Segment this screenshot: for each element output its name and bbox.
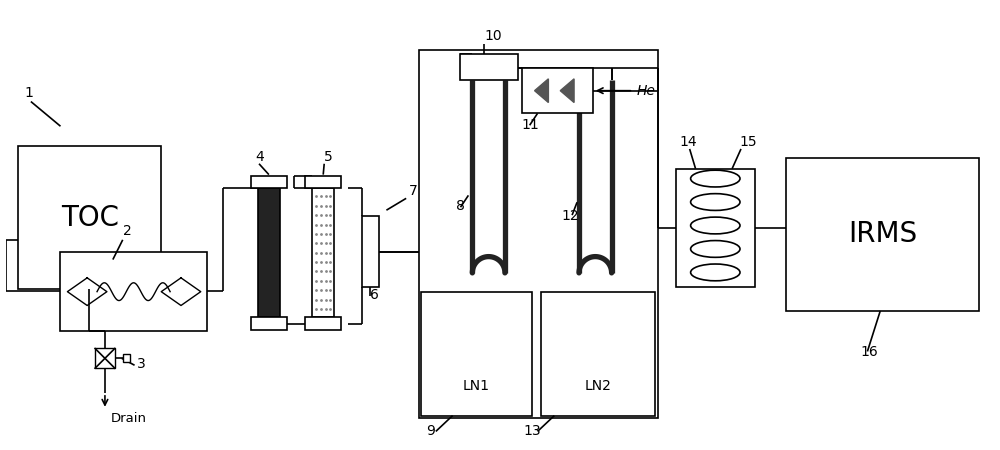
- FancyBboxPatch shape: [95, 348, 115, 368]
- Text: 7: 7: [409, 184, 418, 198]
- Text: IRMS: IRMS: [848, 220, 917, 248]
- Text: 10: 10: [484, 29, 502, 43]
- Ellipse shape: [691, 241, 740, 257]
- Text: 14: 14: [680, 135, 697, 149]
- Text: LN1: LN1: [463, 379, 490, 393]
- FancyBboxPatch shape: [419, 50, 658, 418]
- Ellipse shape: [691, 170, 740, 187]
- FancyBboxPatch shape: [251, 176, 287, 189]
- Text: 9: 9: [426, 424, 435, 438]
- FancyBboxPatch shape: [258, 189, 280, 317]
- Text: 13: 13: [524, 424, 541, 438]
- FancyBboxPatch shape: [786, 158, 979, 311]
- Text: 3: 3: [137, 357, 145, 371]
- Text: 4: 4: [255, 150, 264, 164]
- Text: 6: 6: [370, 288, 379, 302]
- Text: 12: 12: [561, 209, 579, 223]
- Text: 2: 2: [123, 224, 131, 238]
- FancyBboxPatch shape: [305, 176, 341, 189]
- FancyBboxPatch shape: [60, 252, 207, 331]
- FancyBboxPatch shape: [541, 292, 655, 416]
- Text: 16: 16: [860, 345, 878, 360]
- Ellipse shape: [691, 264, 740, 281]
- FancyBboxPatch shape: [522, 68, 593, 113]
- FancyBboxPatch shape: [312, 189, 334, 317]
- Text: 11: 11: [522, 118, 539, 132]
- Polygon shape: [560, 79, 574, 103]
- Ellipse shape: [691, 194, 740, 211]
- FancyBboxPatch shape: [251, 317, 287, 330]
- Text: 1: 1: [24, 86, 33, 99]
- Text: Drain: Drain: [111, 412, 147, 425]
- Text: 15: 15: [739, 135, 757, 149]
- Ellipse shape: [691, 217, 740, 234]
- Polygon shape: [535, 79, 548, 103]
- Text: LN2: LN2: [584, 379, 611, 393]
- Text: 8: 8: [456, 199, 464, 213]
- Text: He: He: [636, 84, 655, 98]
- FancyBboxPatch shape: [460, 54, 518, 80]
- FancyBboxPatch shape: [18, 146, 161, 289]
- FancyBboxPatch shape: [305, 317, 341, 330]
- FancyBboxPatch shape: [421, 292, 532, 416]
- FancyBboxPatch shape: [362, 216, 379, 287]
- Text: TOC: TOC: [61, 203, 119, 232]
- FancyBboxPatch shape: [123, 355, 130, 362]
- Text: 5: 5: [324, 150, 333, 164]
- FancyBboxPatch shape: [676, 169, 755, 287]
